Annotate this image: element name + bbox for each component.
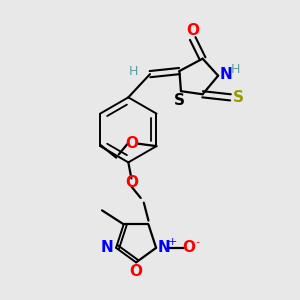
Text: +: +	[168, 237, 177, 247]
Text: H: H	[230, 63, 240, 76]
Text: N: N	[101, 240, 114, 255]
Text: O: O	[125, 136, 138, 151]
Text: N: N	[158, 240, 170, 255]
Text: S: S	[174, 93, 185, 108]
Text: O: O	[125, 175, 138, 190]
Text: N: N	[220, 67, 232, 82]
Text: O: O	[183, 240, 196, 255]
Text: S: S	[233, 90, 244, 105]
Text: O: O	[130, 264, 142, 279]
Text: H: H	[128, 64, 138, 78]
Text: -: -	[195, 237, 199, 247]
Text: O: O	[186, 23, 199, 38]
